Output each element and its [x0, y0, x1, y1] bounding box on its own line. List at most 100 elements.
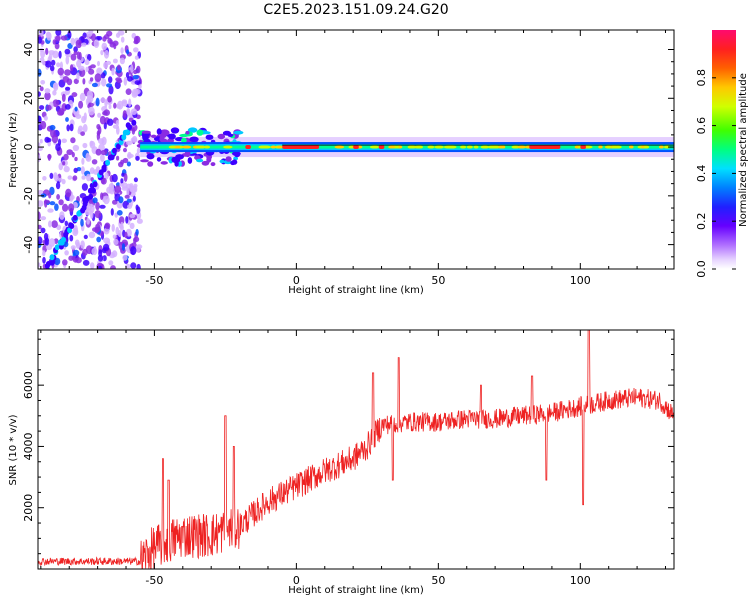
- noise-dot: [100, 50, 104, 56]
- noise-dot: [64, 220, 69, 227]
- noise-dot: [38, 262, 41, 268]
- noise-dot: [86, 217, 90, 225]
- noise-dot: [100, 149, 108, 156]
- noise-dot: [85, 152, 90, 161]
- spectrogram-x-ticks: -50 0 50 100: [40, 30, 666, 287]
- colorbar-tick-label: 0.2: [695, 212, 708, 230]
- noise-dot: [56, 62, 61, 68]
- noise-dot: [63, 165, 70, 173]
- noise-dot: [38, 236, 43, 245]
- noise-dot: [89, 140, 94, 147]
- noise-dot: [74, 106, 78, 112]
- noise-dot: [64, 48, 71, 55]
- noise-dot: [100, 97, 106, 103]
- noise-dot: [73, 78, 79, 85]
- noise-dot: [120, 47, 124, 54]
- noise-dot: [45, 104, 52, 111]
- noise-dot: [67, 30, 72, 39]
- noise-dot: [97, 112, 102, 118]
- line-blob: [147, 161, 154, 167]
- line-hot-blob: [427, 145, 435, 149]
- noise-dot: [65, 86, 71, 91]
- line-hot-blob: [223, 145, 233, 149]
- noise-dot: [63, 153, 69, 161]
- spectrogram-x-axis-label: Height of straight line (km): [288, 285, 424, 296]
- colorbar-gradient: [712, 30, 736, 269]
- noise-dot: [55, 30, 62, 36]
- noise-dot: [38, 115, 42, 124]
- noise-dot: [121, 186, 128, 191]
- noise-dot: [58, 199, 64, 206]
- noise-dot: [38, 224, 42, 230]
- noise-dot: [82, 78, 86, 85]
- x-tick-label: 50: [431, 274, 445, 287]
- y-tick-label: -20: [22, 187, 35, 205]
- noise-dot: [70, 137, 76, 144]
- line-hot-segment: [580, 145, 586, 150]
- line-hot-blob: [434, 145, 443, 149]
- noise-dot: [96, 236, 102, 243]
- snr-panel: -50 0 50 100 2000 4000 6000 Height of straigh…: [8, 329, 675, 596]
- noise-dot: [126, 161, 131, 167]
- line-hot-blob: [473, 145, 479, 149]
- noise-dot: [110, 208, 114, 216]
- noise-dot: [69, 196, 74, 202]
- noise-dot: [86, 173, 91, 182]
- noise-dot: [125, 88, 132, 95]
- noise-dot: [81, 175, 86, 180]
- noise-dot: [45, 47, 49, 56]
- noise-dot: [71, 92, 78, 98]
- noise-dot: [49, 201, 56, 206]
- noise-dot: [89, 77, 94, 82]
- noise-dot: [130, 262, 137, 269]
- trace-dot: [115, 143, 121, 150]
- noise-dot: [75, 39, 83, 49]
- noise-dot: [112, 124, 119, 129]
- colorbar-tick-label: 0.6: [695, 117, 708, 135]
- noise-dot: [47, 208, 54, 213]
- line-blob: [150, 134, 157, 138]
- y-tick-label: 20: [22, 91, 35, 105]
- noise-dot: [100, 177, 107, 185]
- noise-dot: [52, 99, 60, 108]
- noise-dot: [62, 161, 66, 166]
- noise-dot: [82, 142, 88, 149]
- line-blob: [227, 133, 234, 137]
- line-blob: [159, 135, 165, 143]
- noise-dot: [55, 143, 61, 152]
- noise-dot: [118, 196, 124, 204]
- noise-dot: [65, 55, 70, 65]
- line-hot-blob: [664, 145, 670, 149]
- noise-dot: [91, 82, 98, 88]
- noise-dot: [38, 91, 41, 97]
- noise-dot: [51, 134, 59, 144]
- line-hot-blob: [168, 145, 176, 149]
- noise-dot: [79, 92, 86, 102]
- noise-dot: [62, 76, 70, 83]
- noise-dot: [54, 203, 59, 211]
- line-blob: [181, 137, 187, 144]
- noise-dot: [72, 249, 80, 256]
- noise-dot: [52, 39, 56, 45]
- colorbar-tick-label: 0.0: [695, 260, 708, 278]
- noise-dot: [107, 95, 112, 103]
- noise-dot: [116, 103, 122, 109]
- noise-dot: [75, 242, 81, 249]
- noise-dot: [99, 204, 106, 209]
- noise-dot: [103, 61, 109, 69]
- noise-dot: [85, 31, 93, 37]
- noise-dot: [64, 69, 71, 76]
- trace-dot: [54, 244, 60, 251]
- trace-dot: [92, 181, 98, 188]
- noise-dot: [40, 80, 46, 85]
- noise-dot: [40, 227, 46, 234]
- noise-dot: [108, 104, 112, 109]
- noise-dot: [125, 72, 130, 79]
- noise-dot: [43, 199, 51, 204]
- noise-dot: [65, 117, 69, 122]
- line-blob: [201, 160, 210, 166]
- line-blob: [189, 136, 199, 143]
- line-hot-segment: [529, 145, 561, 150]
- noise-dot: [116, 210, 123, 216]
- noise-dot: [135, 155, 140, 161]
